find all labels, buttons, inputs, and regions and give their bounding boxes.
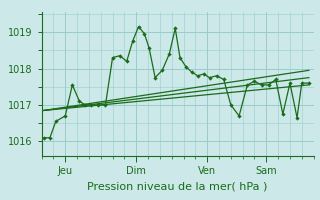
X-axis label: Pression niveau de la mer( hPa ): Pression niveau de la mer( hPa )	[87, 182, 268, 192]
